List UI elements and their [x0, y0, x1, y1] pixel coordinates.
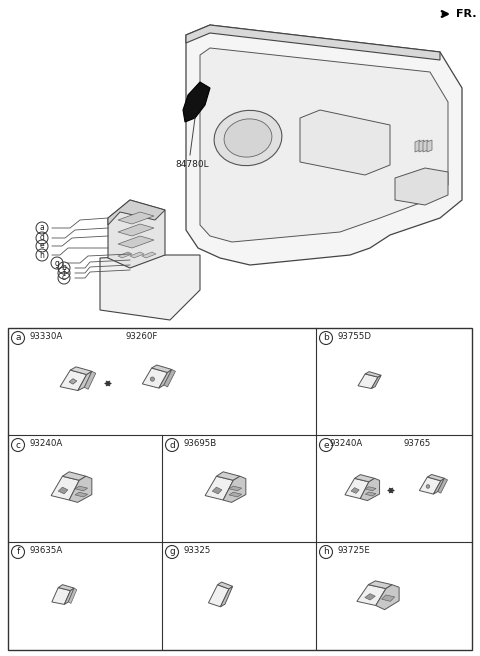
Polygon shape [68, 588, 77, 604]
Polygon shape [382, 595, 395, 602]
Polygon shape [220, 586, 233, 607]
Polygon shape [433, 478, 444, 494]
Ellipse shape [224, 119, 272, 157]
Polygon shape [118, 224, 154, 236]
Polygon shape [51, 476, 79, 500]
Polygon shape [365, 492, 376, 496]
Text: b: b [61, 264, 66, 272]
Polygon shape [75, 486, 88, 491]
Polygon shape [229, 492, 241, 497]
Polygon shape [69, 379, 77, 384]
Polygon shape [183, 82, 210, 122]
Polygon shape [62, 472, 86, 480]
Polygon shape [423, 140, 428, 152]
Polygon shape [427, 140, 432, 152]
Polygon shape [395, 168, 448, 205]
Polygon shape [118, 236, 154, 248]
Polygon shape [300, 110, 390, 175]
Text: f: f [62, 268, 65, 277]
Polygon shape [205, 476, 233, 500]
Polygon shape [200, 48, 448, 242]
Text: d: d [39, 234, 45, 243]
Text: 93695B: 93695B [184, 439, 217, 448]
Polygon shape [357, 584, 386, 605]
Polygon shape [229, 486, 241, 491]
Polygon shape [420, 477, 441, 494]
Polygon shape [152, 365, 172, 373]
Text: h: h [39, 251, 45, 260]
Polygon shape [118, 212, 154, 224]
Polygon shape [58, 584, 74, 590]
Ellipse shape [214, 110, 282, 166]
Polygon shape [52, 588, 71, 604]
Polygon shape [58, 487, 68, 494]
Text: f: f [16, 548, 20, 556]
Polygon shape [368, 581, 392, 588]
Text: FR.: FR. [456, 9, 477, 19]
Polygon shape [419, 140, 424, 152]
Polygon shape [216, 472, 240, 480]
Text: e: e [323, 440, 329, 449]
Polygon shape [365, 372, 381, 377]
Text: 93240A: 93240A [330, 439, 363, 448]
Text: c: c [15, 440, 21, 449]
Polygon shape [351, 487, 359, 493]
Polygon shape [438, 478, 447, 493]
Text: 93765: 93765 [404, 439, 432, 448]
Text: 93755D: 93755D [338, 332, 372, 341]
Circle shape [150, 377, 155, 381]
Text: a: a [40, 224, 44, 232]
Text: b: b [323, 333, 329, 342]
Polygon shape [142, 252, 156, 258]
Polygon shape [142, 368, 168, 388]
Polygon shape [78, 371, 92, 390]
Polygon shape [223, 476, 246, 502]
Text: d: d [169, 440, 175, 449]
Text: a: a [15, 333, 21, 342]
Polygon shape [360, 478, 380, 501]
Text: 93725E: 93725E [338, 546, 371, 555]
Polygon shape [69, 476, 92, 502]
Text: 93240A: 93240A [30, 439, 63, 448]
Polygon shape [75, 492, 88, 497]
Polygon shape [358, 374, 378, 388]
Polygon shape [415, 140, 420, 152]
Polygon shape [118, 252, 132, 258]
Text: e: e [40, 241, 44, 251]
Polygon shape [164, 369, 176, 387]
Polygon shape [108, 200, 165, 225]
Text: 84780L: 84780L [175, 160, 209, 169]
Text: c: c [62, 274, 66, 283]
Polygon shape [159, 369, 172, 388]
Polygon shape [208, 584, 229, 607]
Polygon shape [345, 478, 369, 499]
Text: 93325: 93325 [184, 546, 211, 555]
Circle shape [426, 485, 430, 488]
Polygon shape [372, 375, 381, 388]
Polygon shape [70, 367, 92, 375]
Polygon shape [355, 474, 374, 482]
Bar [8, 328, 472, 650]
Text: g: g [55, 258, 60, 268]
Polygon shape [108, 200, 165, 268]
Polygon shape [427, 474, 444, 481]
Polygon shape [217, 582, 233, 589]
Polygon shape [186, 25, 440, 60]
Polygon shape [186, 25, 462, 265]
Text: 93635A: 93635A [30, 546, 63, 555]
Polygon shape [64, 588, 74, 604]
Polygon shape [365, 487, 376, 491]
Text: h: h [323, 548, 329, 556]
Text: 93260F: 93260F [126, 332, 158, 341]
Polygon shape [84, 371, 96, 389]
Polygon shape [212, 487, 222, 494]
Polygon shape [365, 594, 375, 600]
Polygon shape [130, 252, 144, 258]
Text: g: g [169, 548, 175, 556]
Polygon shape [60, 370, 86, 390]
Polygon shape [376, 584, 399, 609]
Polygon shape [100, 255, 200, 320]
Text: 93330A: 93330A [30, 332, 63, 341]
